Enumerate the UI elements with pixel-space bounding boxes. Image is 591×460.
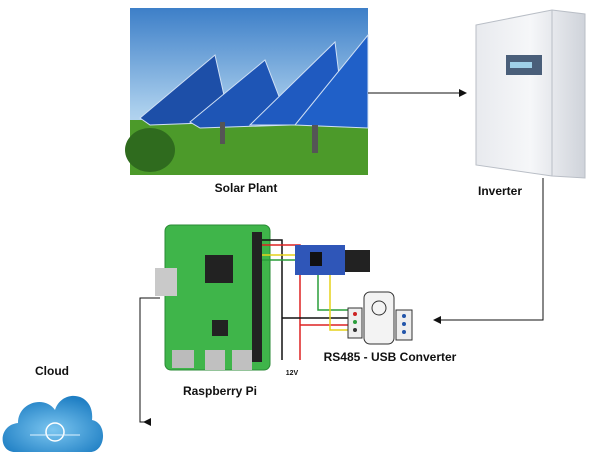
arrow bbox=[434, 178, 543, 320]
usb-converter-image bbox=[348, 292, 412, 344]
diagram: Solar Plant Inverter Raspberry Pi 12V bbox=[0, 0, 591, 460]
solar-plant-label: Solar Plant bbox=[215, 181, 278, 195]
cloud-label: Cloud bbox=[35, 364, 69, 378]
link bbox=[140, 298, 160, 422]
page: Solar Plant Inverter Raspberry Pi 12V bbox=[0, 0, 591, 460]
rs485-usb-converter-label: RS485 - USB Converter bbox=[324, 350, 457, 364]
cloud-image bbox=[3, 396, 103, 452]
raspberry-pi-image bbox=[155, 225, 270, 370]
solar-plant-image bbox=[125, 8, 368, 175]
inverter-image bbox=[476, 10, 585, 178]
rs485-module-image bbox=[295, 245, 370, 275]
wire-label: 12V bbox=[286, 370, 299, 377]
inverter-label: Inverter bbox=[478, 184, 522, 198]
raspberry-pi-label: Raspberry Pi bbox=[183, 384, 257, 398]
